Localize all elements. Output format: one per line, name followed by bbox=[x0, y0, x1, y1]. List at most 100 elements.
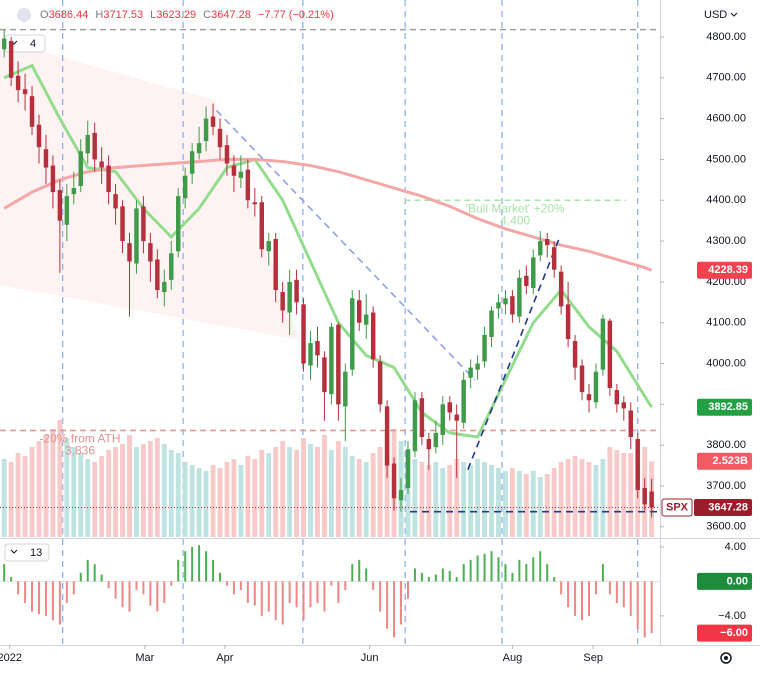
volume-bar bbox=[266, 453, 272, 537]
volume-bar bbox=[1, 459, 7, 537]
histogram-bar bbox=[358, 559, 361, 582]
y-tick-label: 3600.00 bbox=[706, 521, 746, 533]
high-label: H bbox=[95, 9, 103, 21]
volume-bar bbox=[335, 441, 341, 537]
y-tick-label: 4100.00 bbox=[706, 317, 746, 329]
candle-body bbox=[322, 357, 327, 393]
level-label: 4,400 bbox=[500, 213, 530, 227]
histogram-bar bbox=[462, 564, 465, 582]
volume-bar bbox=[572, 456, 578, 537]
volume-bar bbox=[85, 459, 91, 537]
indicator-tag-bg bbox=[697, 624, 752, 642]
candle-body bbox=[36, 124, 42, 148]
histogram-bar bbox=[476, 555, 479, 582]
candle-body bbox=[412, 400, 418, 452]
volume-bar bbox=[273, 447, 279, 537]
histogram-bar bbox=[37, 581, 40, 615]
symbol-tag: SPX bbox=[666, 501, 689, 513]
candle-body bbox=[384, 406, 390, 466]
indicator-badge[interactable] bbox=[4, 543, 50, 562]
close-value: 3647.28 bbox=[211, 9, 251, 21]
indicator-tag: −6.00 bbox=[720, 627, 748, 639]
candle-body bbox=[259, 202, 264, 250]
histogram-bar bbox=[567, 581, 570, 608]
volume-bar bbox=[127, 435, 132, 537]
volume-bar bbox=[621, 453, 627, 537]
histogram-bar bbox=[295, 581, 298, 608]
candle-body bbox=[363, 314, 369, 325]
volume-bar bbox=[614, 450, 620, 537]
candle-body bbox=[203, 118, 209, 142]
candle-body bbox=[57, 190, 63, 221]
indicator-length: 13 bbox=[30, 547, 42, 559]
volume-bar bbox=[600, 459, 606, 537]
histogram-bar bbox=[107, 581, 110, 589]
histogram-bar bbox=[574, 581, 577, 616]
histogram-bar bbox=[316, 581, 319, 603]
settings-icon[interactable] bbox=[720, 652, 732, 664]
histogram-bar bbox=[198, 545, 201, 582]
candle-body bbox=[8, 41, 14, 78]
candle-body bbox=[614, 390, 620, 405]
candle-body bbox=[120, 206, 125, 242]
volume-bar bbox=[468, 465, 474, 537]
volume-bar bbox=[461, 462, 467, 537]
interval: 4 bbox=[30, 38, 36, 50]
candle-body bbox=[134, 208, 139, 264]
last-price-tag-bg bbox=[694, 498, 752, 516]
histogram-bar bbox=[650, 581, 653, 634]
volume-bar bbox=[509, 468, 515, 537]
last-price-tag: 3647.28 bbox=[708, 501, 748, 513]
histogram-bar bbox=[121, 581, 124, 608]
candle-body bbox=[454, 414, 459, 421]
candle-body bbox=[217, 128, 223, 148]
currency[interactable]: USD bbox=[704, 9, 727, 21]
candle-body bbox=[496, 302, 501, 309]
volume-bar bbox=[196, 468, 202, 537]
y-tick-label: 4.00 bbox=[725, 541, 746, 553]
candle-body bbox=[391, 463, 397, 499]
candle-body bbox=[433, 432, 439, 448]
candle-body bbox=[544, 239, 550, 246]
volume-bar bbox=[78, 453, 84, 537]
volume-bar bbox=[106, 450, 112, 537]
x-tick-label: Jun bbox=[361, 652, 379, 664]
histogram-bar bbox=[629, 581, 632, 616]
candle-body bbox=[551, 247, 557, 270]
candle-body bbox=[607, 320, 613, 389]
candle-body bbox=[524, 275, 529, 286]
candle-body bbox=[176, 196, 181, 252]
volume-bar bbox=[593, 465, 599, 537]
volume-bar bbox=[433, 462, 439, 537]
volume-bar bbox=[551, 468, 557, 537]
candle-body bbox=[343, 371, 348, 407]
volume-bar bbox=[259, 450, 265, 537]
candle-body bbox=[468, 367, 473, 378]
histogram-bar bbox=[225, 581, 228, 586]
volume-bar bbox=[370, 453, 376, 537]
volume-bar bbox=[210, 465, 216, 537]
volume-bar bbox=[36, 441, 42, 537]
y-tick-label: 3800.00 bbox=[706, 439, 746, 451]
histogram-bar bbox=[128, 581, 131, 612]
x-tick-label: Mar bbox=[135, 652, 154, 664]
volume-bar bbox=[161, 444, 167, 537]
level-text: -20% from ATH bbox=[39, 432, 120, 446]
volume-bar bbox=[168, 450, 174, 537]
candle-body bbox=[273, 239, 278, 291]
candle-body bbox=[196, 143, 202, 154]
volume-bar bbox=[231, 459, 237, 537]
histogram-bar bbox=[601, 564, 604, 582]
symbol-icon[interactable] bbox=[17, 8, 31, 22]
volume-bar bbox=[22, 456, 28, 537]
histogram-bar bbox=[212, 559, 215, 582]
candle-body bbox=[280, 292, 285, 311]
histogram-bar bbox=[365, 568, 368, 582]
y-tick-label: 4000.00 bbox=[706, 357, 746, 369]
volume-bar bbox=[308, 444, 313, 537]
volume-bar bbox=[384, 432, 390, 537]
histogram-bar bbox=[427, 577, 430, 582]
histogram-bar bbox=[553, 577, 556, 582]
candle-body bbox=[586, 394, 592, 401]
candle-body bbox=[15, 75, 21, 91]
